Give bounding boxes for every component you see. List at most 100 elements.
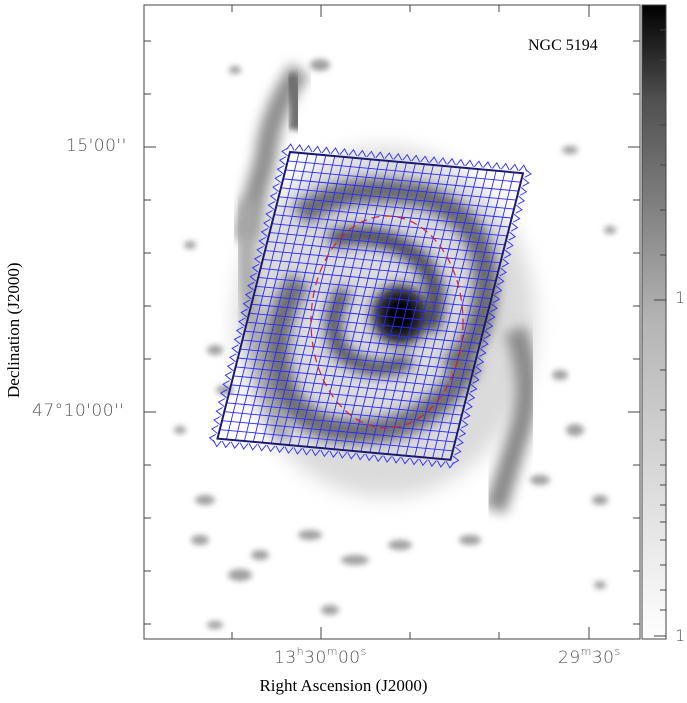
grid-line (287, 160, 521, 183)
grid-arrow (231, 344, 239, 354)
grid-arrow (226, 362, 235, 372)
grid-arrow (436, 460, 446, 468)
grid-arrow (438, 157, 447, 165)
grid-arrow (460, 419, 469, 429)
grid-arrow (490, 303, 498, 313)
grid-line (244, 330, 478, 353)
grid-line (280, 187, 515, 210)
grid-arrow (258, 237, 266, 246)
ra-tick-label-1: 13h30m00s (274, 645, 367, 668)
grid-arrow (401, 457, 410, 465)
grid-arrow (474, 160, 483, 168)
grid-arrow (267, 201, 275, 210)
grid-arrow (465, 159, 474, 167)
grid-arrow (524, 169, 532, 178)
grid-arrow (515, 204, 523, 214)
grid-arrow (392, 456, 401, 464)
grid-arrow (248, 443, 258, 451)
grid-arrow (269, 192, 278, 201)
grid-arrow (235, 326, 244, 336)
grid-arrow (517, 195, 526, 205)
grid-line (224, 411, 458, 434)
grid-arrow (504, 249, 512, 259)
grid-arrow (217, 398, 226, 407)
grid-arrow (274, 174, 282, 184)
grid-arrow (278, 156, 287, 166)
grid-arrow (488, 312, 496, 322)
grid-line (278, 196, 512, 219)
grid-arrow (458, 428, 467, 438)
grid-arrow (374, 454, 383, 463)
grid-arrow (467, 392, 476, 402)
grid-arrow (257, 444, 267, 452)
axis-ticks (144, 5, 640, 639)
grid-arrow (454, 446, 462, 456)
grid-arrow (506, 240, 514, 250)
grid-arrow (497, 276, 505, 286)
grid-arrow (239, 442, 249, 450)
grid-arrow (338, 451, 348, 459)
sampling-grid (208, 143, 532, 469)
grid-arrow (522, 178, 530, 187)
grid-arrow (428, 459, 437, 467)
grid-arrow (357, 149, 367, 158)
grid-arrow (254, 254, 262, 264)
grid-arrow (230, 441, 240, 450)
grid-arrow (260, 228, 269, 237)
grid-arrow (494, 285, 503, 295)
galaxy-image (174, 59, 616, 629)
grid-line (276, 205, 510, 228)
grid-arrow (479, 348, 487, 357)
grid-arrow (233, 335, 241, 345)
grid-arrow (256, 245, 264, 255)
grid-arrow (509, 163, 519, 171)
dec-tick-label: 15'00'' (66, 136, 127, 156)
grid-arrow (302, 448, 312, 456)
grid-arrow (500, 162, 510, 171)
grid-arrow (476, 357, 485, 366)
grid-arrow (356, 453, 366, 461)
grid-arrow (485, 321, 494, 331)
grid-line (237, 357, 471, 380)
grid-arrow (366, 150, 376, 158)
grid-arrow (470, 384, 478, 393)
grid-arrow (375, 151, 385, 159)
grid-line (255, 285, 490, 309)
grid-line (221, 420, 456, 443)
grid-line (267, 241, 501, 264)
colorbar-tick-label: 1 (675, 288, 686, 307)
grid-arrow (320, 449, 330, 458)
grid-arrow (519, 186, 528, 196)
grid-line (251, 303, 485, 326)
grid-arrow (208, 434, 217, 443)
grid-line (233, 375, 467, 398)
colorbar-ticks (654, 29, 666, 637)
grid-arrow (491, 161, 501, 170)
grid-arrow (456, 158, 465, 167)
grid-arrow (347, 452, 357, 460)
grid-arrow (410, 457, 419, 466)
object-label: NGC 5194 (528, 37, 598, 54)
grid-line (258, 276, 492, 300)
x-axis-label: Right Ascension (J2000) (259, 676, 428, 695)
grid-arrow (242, 299, 251, 309)
grid-arrow (483, 161, 492, 169)
grid-arrow (294, 144, 304, 152)
grid-arrow (463, 410, 471, 420)
grid-arrow (510, 222, 519, 232)
grid-line (285, 169, 519, 192)
grid-line (246, 321, 481, 344)
grid-arrow (499, 267, 507, 277)
grid-arrow (513, 213, 521, 223)
grid-arrow (456, 437, 464, 447)
grid-arrow (384, 152, 394, 160)
grid-line (249, 312, 483, 335)
grid-arrow (284, 446, 294, 454)
grid-arrow (220, 389, 228, 398)
grid-line (283, 178, 517, 201)
grid-arrow (339, 148, 349, 156)
grid-line (242, 339, 476, 362)
grid-line (265, 250, 499, 273)
